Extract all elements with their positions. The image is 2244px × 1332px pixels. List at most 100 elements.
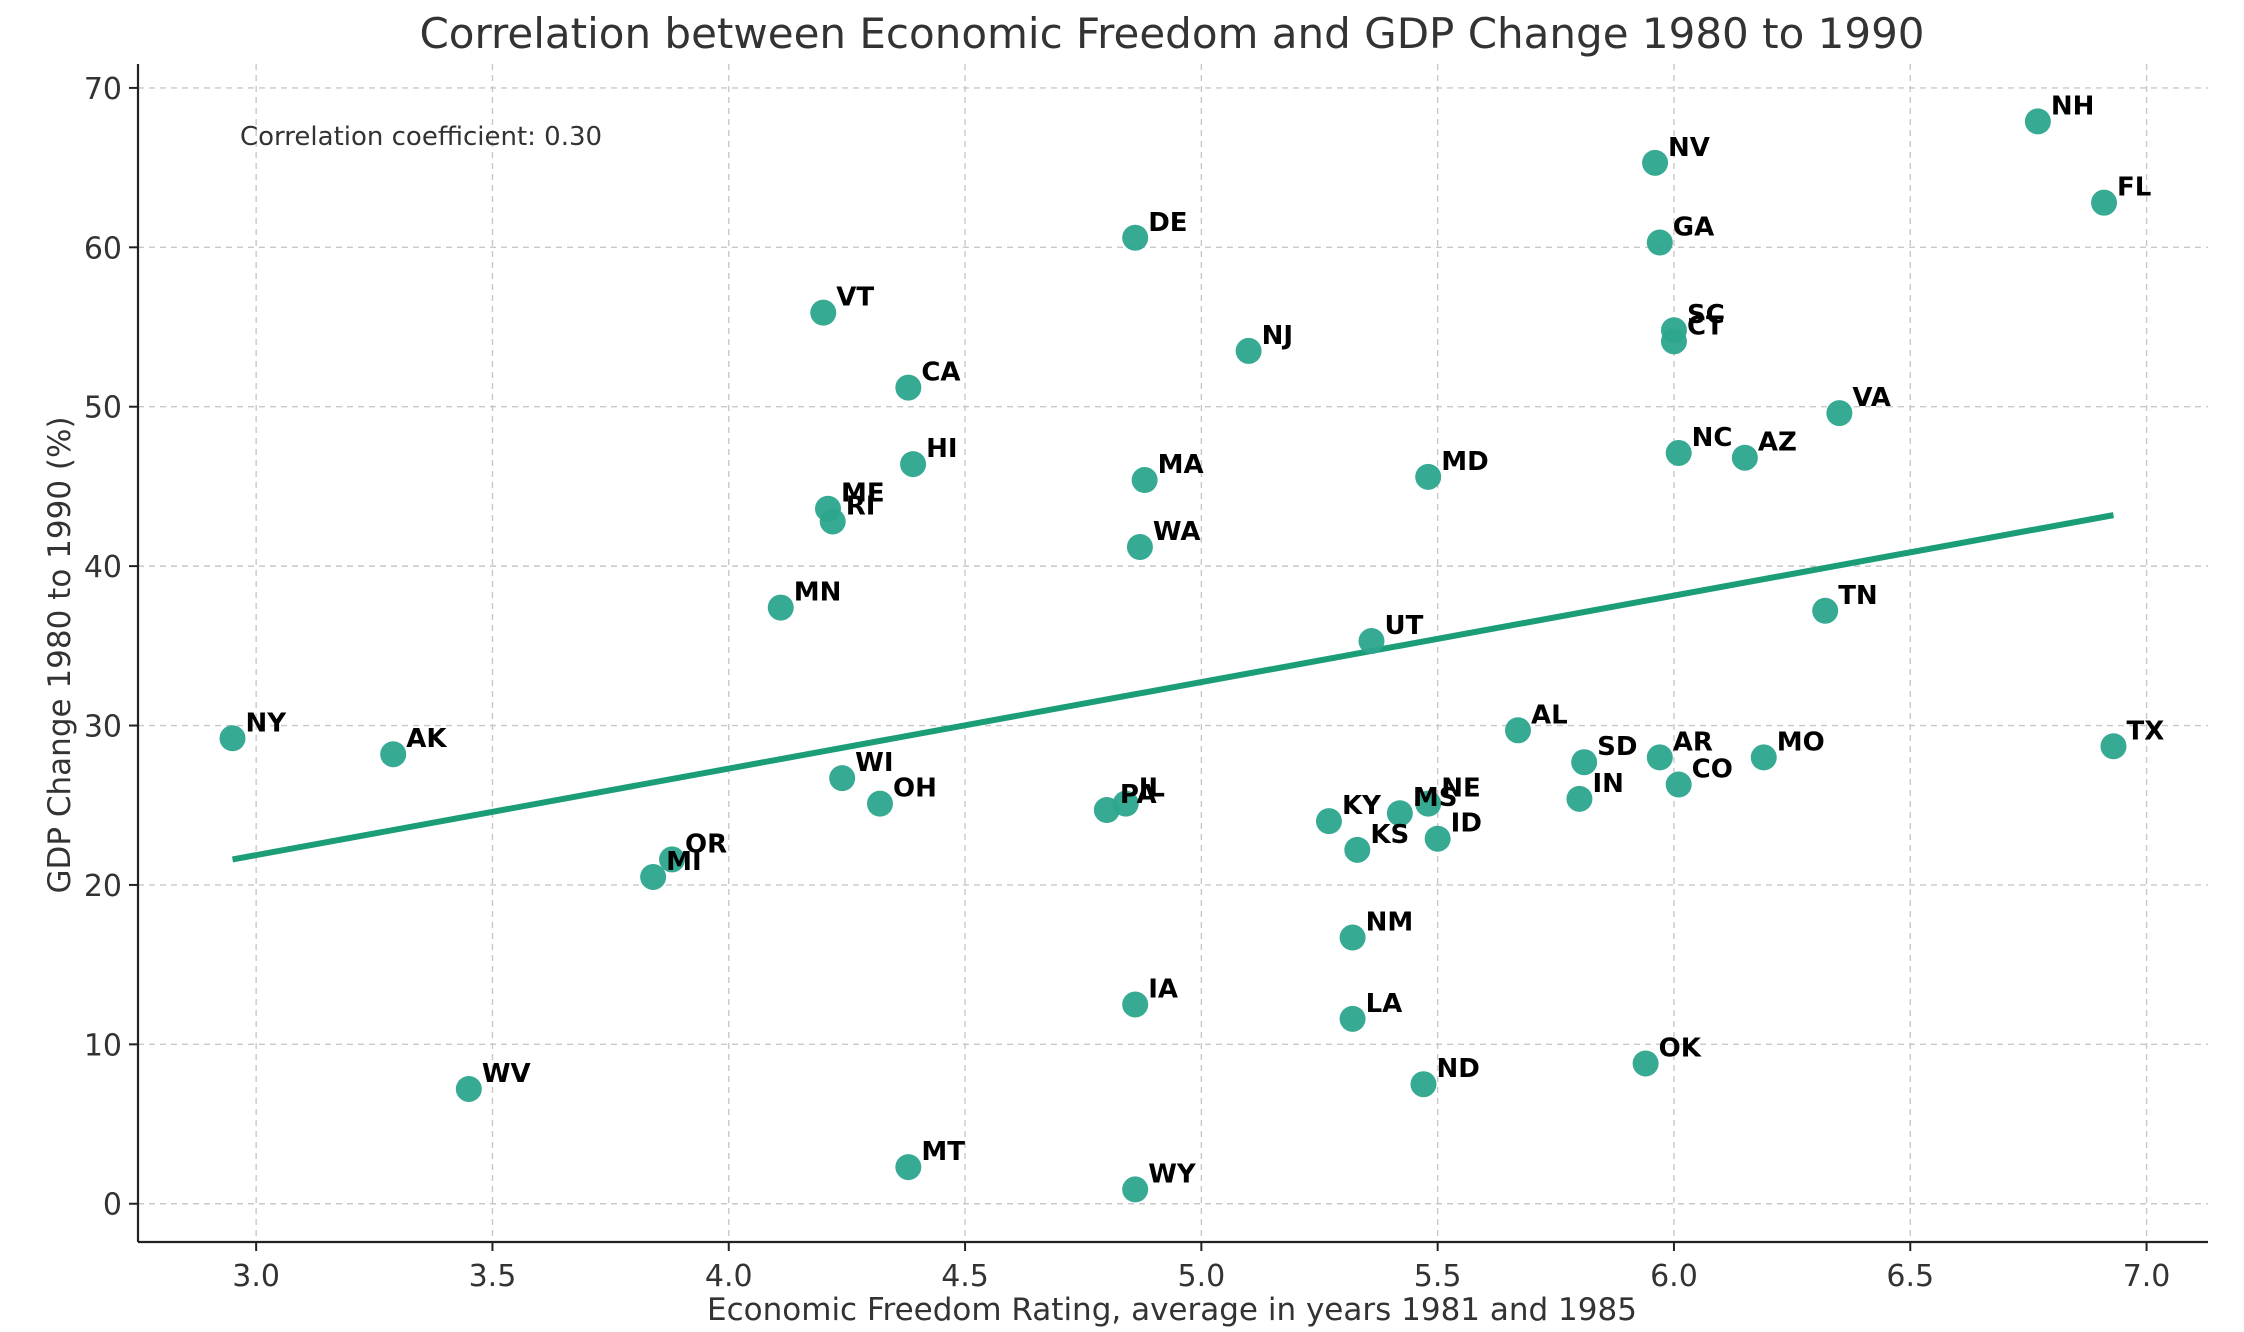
data-point bbox=[2024, 108, 2051, 135]
data-point bbox=[1235, 337, 1262, 364]
x-tick-label: 4.0 bbox=[705, 1259, 753, 1294]
data-point bbox=[767, 594, 794, 621]
x-tick-label: 5.5 bbox=[1414, 1259, 1462, 1294]
data-point bbox=[866, 790, 893, 817]
point-label: SC bbox=[1687, 300, 1725, 330]
data-point bbox=[2091, 189, 2118, 216]
point-label: NY bbox=[246, 708, 288, 738]
data-point bbox=[640, 863, 667, 890]
point-label: VT bbox=[836, 283, 874, 313]
point-label: IN bbox=[1592, 769, 1623, 799]
data-point bbox=[1131, 467, 1158, 494]
y-tick-label: 70 bbox=[84, 72, 122, 107]
x-tick-label: 7.0 bbox=[2123, 1259, 2171, 1294]
data-point bbox=[1386, 800, 1413, 827]
data-point bbox=[895, 374, 922, 401]
point-label: FL bbox=[2117, 173, 2151, 203]
y-tick-label: 50 bbox=[84, 391, 122, 426]
y-tick-label: 40 bbox=[84, 550, 122, 585]
point-label: CT bbox=[1687, 311, 1724, 341]
point-label: CA bbox=[921, 358, 960, 388]
data-point bbox=[900, 451, 927, 478]
y-tick-label: 30 bbox=[84, 710, 122, 745]
y-axis-label: GDP Change 1980 to 1990 (%) bbox=[42, 416, 78, 893]
data-point bbox=[1126, 533, 1153, 560]
x-tick-label: 3.0 bbox=[232, 1259, 280, 1294]
point-label: AK bbox=[406, 724, 447, 754]
point-label: WY bbox=[1148, 1159, 1197, 1189]
point-label: MD bbox=[1441, 447, 1488, 477]
data-point bbox=[1566, 785, 1593, 812]
point-label: WV bbox=[482, 1059, 531, 1089]
point-label: PA bbox=[1120, 780, 1157, 810]
point-label: WI bbox=[855, 748, 893, 778]
point-label: ND bbox=[1436, 1054, 1479, 1084]
y-tick-label: 60 bbox=[84, 231, 122, 266]
data-point bbox=[1424, 825, 1451, 852]
data-point bbox=[1642, 149, 1669, 176]
data-point bbox=[1812, 597, 1839, 624]
point-label: OH bbox=[893, 774, 937, 804]
x-tick-label: 5.0 bbox=[1177, 1259, 1225, 1294]
point-label: AZ bbox=[1758, 428, 1797, 458]
x-axis-label: Economic Freedom Rating, average in year… bbox=[707, 1292, 1637, 1328]
data-point bbox=[819, 508, 846, 535]
data-point bbox=[1646, 229, 1673, 256]
axes: 3.0 3.5 4.0 4.5 5.0 5.5 6.0 6.5 7.0 0 10 20 30 40 50 60… bbox=[84, 64, 2208, 1294]
data-point bbox=[1415, 790, 1442, 817]
point-label: KY bbox=[1342, 791, 1382, 821]
point-label: HI bbox=[926, 434, 957, 464]
data-points bbox=[219, 108, 2127, 1203]
point-label: NV bbox=[1668, 133, 1710, 163]
data-point bbox=[1646, 744, 1673, 771]
data-point bbox=[1093, 797, 1120, 824]
data-point bbox=[1122, 991, 1149, 1018]
data-point bbox=[1339, 1005, 1366, 1032]
correlation-annotation: Correlation coefficient: 0.30 bbox=[240, 122, 602, 152]
data-point bbox=[1750, 744, 1777, 771]
point-label: MO bbox=[1777, 727, 1825, 757]
data-point bbox=[1358, 628, 1385, 655]
data-point bbox=[1826, 400, 1853, 427]
data-point bbox=[895, 1154, 922, 1181]
data-point bbox=[810, 299, 837, 326]
y-tick-label: 0 bbox=[103, 1188, 122, 1223]
data-point bbox=[659, 846, 686, 873]
trendline bbox=[231, 512, 2115, 863]
data-point bbox=[1339, 924, 1366, 951]
data-point bbox=[829, 765, 856, 792]
data-point bbox=[1315, 808, 1342, 835]
point-label: AR bbox=[1673, 727, 1713, 757]
point-label: VA bbox=[1852, 383, 1890, 413]
x-tick-label: 6.0 bbox=[1650, 1259, 1698, 1294]
point-label: AL bbox=[1531, 700, 1568, 730]
point-label: TN bbox=[1838, 581, 1878, 611]
data-point bbox=[1122, 1176, 1149, 1203]
y-tick-label: 20 bbox=[84, 869, 122, 904]
point-label: OR bbox=[685, 829, 727, 859]
y-tick-label: 10 bbox=[84, 1028, 122, 1063]
point-label: MT bbox=[921, 1137, 965, 1167]
point-label: NH bbox=[2051, 91, 2095, 121]
data-point bbox=[1122, 224, 1149, 251]
point-label: ME bbox=[841, 479, 885, 509]
point-label: ID bbox=[1451, 809, 1482, 839]
data-point bbox=[1344, 836, 1371, 863]
point-label: LA bbox=[1366, 989, 1403, 1019]
point-label: NJ bbox=[1262, 321, 1293, 351]
data-point bbox=[1731, 444, 1758, 471]
point-label: GA bbox=[1673, 213, 1714, 243]
point-label: MA bbox=[1158, 450, 1204, 480]
data-point bbox=[2100, 733, 2127, 760]
point-label: CO bbox=[1692, 755, 1733, 785]
point-label: MS bbox=[1413, 783, 1458, 813]
point-label: NM bbox=[1366, 908, 1414, 938]
point-label: IA bbox=[1148, 974, 1178, 1004]
data-point bbox=[1410, 1071, 1437, 1098]
point-label: OK bbox=[1659, 1033, 1702, 1063]
data-point bbox=[1571, 749, 1598, 776]
grid-lines bbox=[138, 64, 2208, 1242]
point-label: NC bbox=[1692, 423, 1733, 453]
